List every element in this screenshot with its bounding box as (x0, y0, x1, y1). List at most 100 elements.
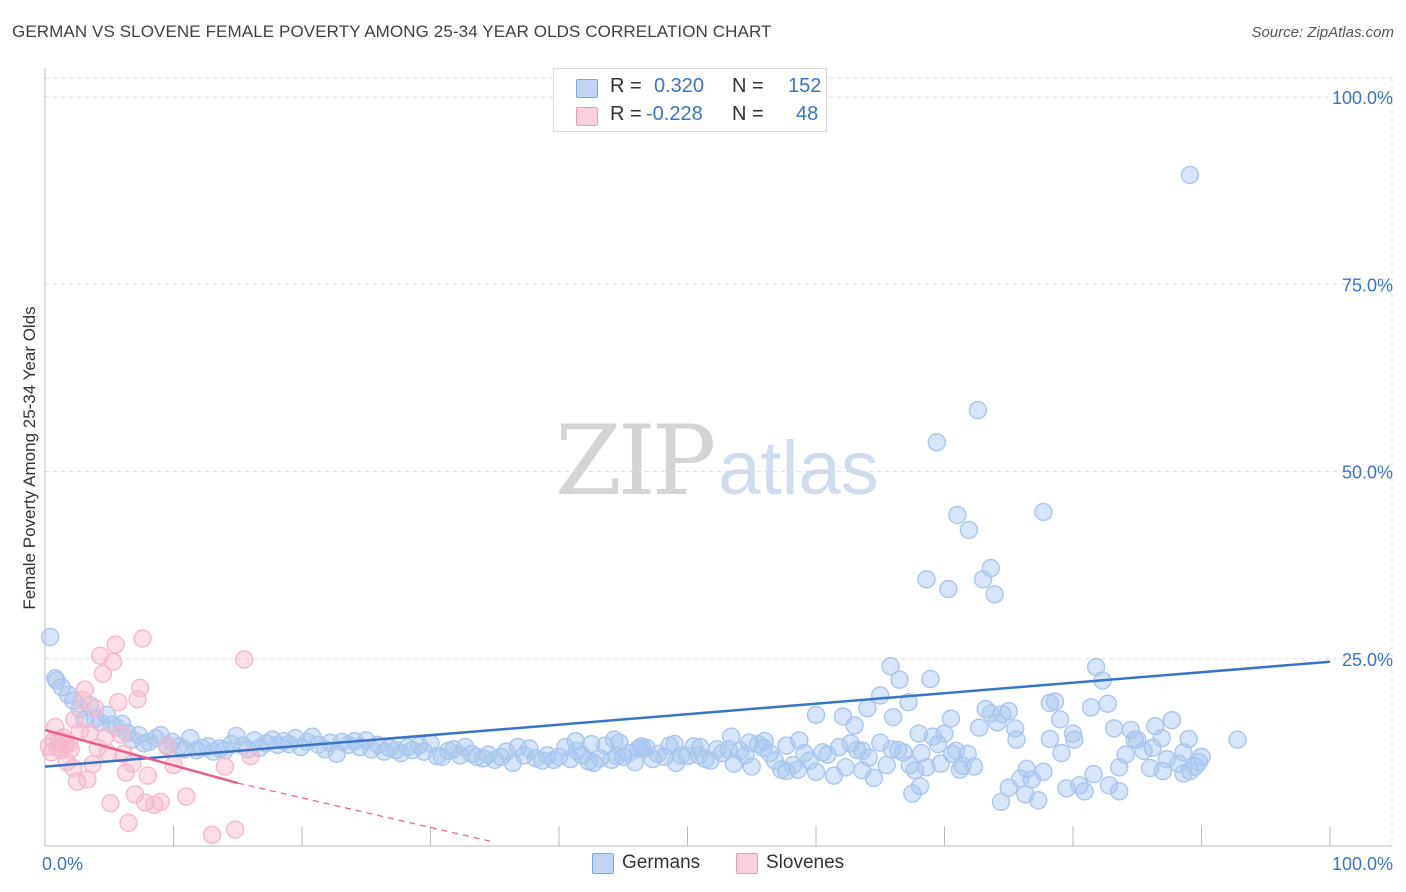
germans-point (610, 733, 629, 752)
slovenes-point (151, 792, 170, 812)
germans-point (853, 741, 872, 761)
germans-point (1157, 749, 1177, 769)
germans-point (829, 737, 849, 757)
germans-point (721, 727, 741, 746)
germans-point (151, 725, 170, 745)
germans-point (520, 739, 539, 758)
germans-point (1081, 698, 1101, 717)
germans-point (691, 737, 710, 757)
germans-point (671, 746, 691, 765)
germans-point (806, 705, 826, 725)
slovenes-point (101, 794, 120, 813)
legend-n-value: 152 (788, 75, 822, 97)
slovenes-point (241, 746, 260, 766)
germans-point (991, 792, 1011, 812)
germans-point (467, 747, 486, 767)
legend-r-label: R = (610, 75, 642, 97)
germans-point (1116, 745, 1135, 764)
legend-n-label: N = (732, 103, 764, 125)
germans-point (836, 758, 855, 777)
germans-point (973, 570, 993, 589)
germans-point (1034, 762, 1053, 782)
germans-point (985, 585, 1004, 604)
germans-point (964, 757, 984, 776)
slovenes-point (234, 650, 254, 669)
germans-point (999, 701, 1018, 721)
germans-point (742, 757, 761, 776)
germans-point (969, 718, 989, 737)
germans-point (1153, 761, 1173, 781)
legend-r-value: 0.320 (654, 75, 705, 97)
germans-point (1162, 710, 1182, 730)
watermark-atlas: atlas (718, 426, 879, 511)
slovenes-point (123, 754, 142, 773)
germans-point (910, 776, 930, 796)
legend-r-value: -0.228 (646, 103, 703, 125)
slovenes-point (85, 698, 105, 718)
germans-point (1050, 710, 1070, 729)
slovenes-point (225, 820, 245, 839)
germans-point (1104, 719, 1124, 738)
germans-point (665, 734, 684, 754)
germans-point (192, 738, 211, 758)
germans-point (1063, 724, 1083, 743)
slovenes-point (61, 740, 80, 759)
germans-point (684, 737, 704, 756)
slovenes-point (157, 737, 177, 756)
slovenes-point (73, 690, 92, 710)
germans-point (1228, 730, 1247, 749)
germans-point (877, 755, 896, 775)
germans-point (1084, 764, 1103, 784)
germans-point (491, 747, 511, 767)
germans-point (948, 505, 967, 525)
germans-point (1143, 738, 1162, 758)
slovenes-point (133, 629, 152, 648)
germans-point (633, 739, 652, 758)
slovenes-point (65, 710, 84, 729)
source-label: Source: ZipAtlas.com (1251, 24, 1394, 41)
y-tick-label: 75.0% (1342, 275, 1393, 295)
germans-point (927, 433, 946, 452)
slovenes-point (75, 680, 95, 699)
germans-point (1099, 776, 1119, 795)
germans-point (1192, 747, 1211, 767)
germans-point (882, 740, 902, 759)
germans-point (1110, 782, 1129, 801)
legend-r-label: R = (610, 103, 642, 125)
germans-point (1125, 730, 1144, 749)
germans-point (755, 731, 774, 751)
germans-point (97, 705, 116, 725)
germans-point (1045, 692, 1065, 711)
germans-point (871, 733, 890, 752)
germans-point (1034, 502, 1053, 522)
germans-point (1075, 782, 1094, 801)
x-tick-label-max: 100.0% (1332, 854, 1393, 874)
germans-point (427, 746, 447, 766)
germans-point (800, 751, 819, 770)
germans-point (227, 726, 246, 746)
germans-point (890, 670, 909, 689)
legend-swatch-germans (576, 79, 598, 98)
germans-point (939, 579, 958, 599)
germans-point (1179, 729, 1198, 749)
slovenes-point (119, 813, 138, 832)
germans-point (739, 733, 759, 752)
germans-point (881, 657, 900, 676)
germans-point (777, 736, 796, 755)
germans-point (1098, 694, 1117, 713)
germans-point (921, 669, 940, 689)
germans-point (917, 758, 936, 777)
germans-point (46, 669, 65, 688)
germans-point (950, 760, 970, 779)
germans-point (40, 627, 60, 647)
germans-point (858, 698, 877, 718)
legend-n-value: 48 (796, 103, 819, 125)
slovenes-point (177, 787, 196, 806)
germans-point (883, 707, 903, 727)
germans-point (1040, 729, 1060, 749)
chart-title: GERMAN VS SLOVENE FEMALE POVERTY AMONG 2… (12, 22, 772, 41)
bottom-legend-swatch-slovenes (736, 853, 758, 874)
germans-point (274, 731, 294, 751)
germans-point (1174, 743, 1193, 762)
